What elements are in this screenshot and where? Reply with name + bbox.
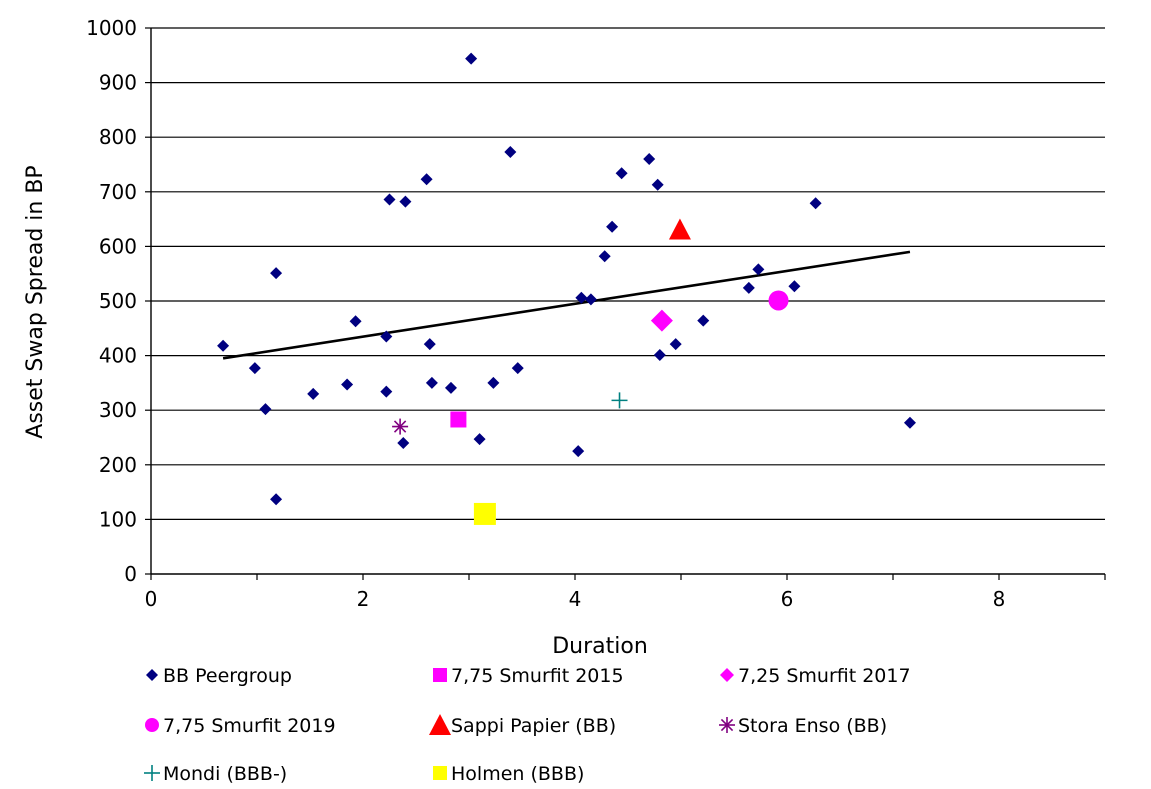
- data-points: [217, 52, 916, 525]
- x-tick-label: 4: [569, 587, 582, 611]
- legend-item: Holmen (BBB): [433, 763, 584, 785]
- legend-label: BB Peergroup: [163, 665, 292, 687]
- data-point-series-0: [270, 267, 283, 280]
- y-tick-label: 900: [99, 71, 137, 95]
- data-point-series-0: [473, 433, 486, 446]
- data-point-series-0: [383, 193, 396, 206]
- data-point-series-0: [380, 385, 393, 398]
- data-point-series-0: [270, 493, 283, 506]
- data-point-series-3: [768, 290, 789, 311]
- data-point-series-0: [809, 197, 822, 210]
- legend-label: Mondi (BBB-): [163, 763, 287, 785]
- legend-marker: [144, 765, 160, 781]
- legend-item: 7,25 Smurfit 2017: [720, 665, 911, 687]
- data-point-series-0: [397, 436, 410, 449]
- data-point-series-0: [217, 339, 230, 352]
- y-tick-label: 300: [99, 398, 137, 422]
- x-tick-label: 2: [357, 587, 370, 611]
- data-point-series-0: [349, 315, 362, 328]
- data-point-series-0: [259, 403, 272, 416]
- data-point-series-0: [341, 378, 354, 391]
- x-tick-label: 0: [145, 587, 158, 611]
- gridlines: [151, 27, 1105, 521]
- data-point-series-0: [444, 381, 457, 394]
- data-point-series-0: [575, 291, 588, 304]
- legend-label: 7,25 Smurfit 2017: [738, 665, 911, 687]
- data-point-series-0: [669, 338, 682, 351]
- data-point-series-0: [511, 362, 524, 375]
- data-point-series-0: [423, 338, 436, 351]
- data-point-series-0: [752, 263, 765, 276]
- y-tick-label: 0: [124, 562, 137, 586]
- legend-item: Stora Enso (BB): [719, 715, 887, 737]
- x-tick-labels: 0 2 4 6 8: [145, 587, 1006, 611]
- axes: [145, 27, 1106, 580]
- y-tick-label: 400: [99, 344, 137, 368]
- data-point-series-0: [606, 220, 619, 233]
- legend-item: 7,75 Smurfit 2019: [145, 715, 336, 737]
- data-point-series-1: [450, 411, 467, 428]
- legend-marker: [720, 668, 734, 682]
- data-point-series-0: [487, 376, 500, 389]
- legend: BB Peergroup 7,75 Smurfit 2015 7,25 Smurfi…: [144, 665, 911, 785]
- data-point-series-0: [643, 153, 656, 166]
- legend-marker: [145, 718, 159, 732]
- data-point-series-7: [473, 502, 496, 525]
- x-tick-label: 6: [781, 587, 794, 611]
- data-point-series-0: [465, 52, 478, 65]
- data-point-series-4: [668, 218, 691, 240]
- data-point-series-0: [742, 281, 755, 294]
- data-point-series-0: [584, 293, 597, 306]
- legend-item: 7,75 Smurfit 2015: [433, 665, 624, 687]
- legend-label: 7,75 Smurfit 2019: [163, 715, 336, 737]
- y-axis-title: Asset Swap Spread in BP: [23, 165, 48, 438]
- legend-item: BB Peergroup: [146, 665, 292, 687]
- legend-marker: [433, 766, 447, 780]
- legend-marker: [429, 714, 451, 735]
- trendline-layer: [222, 250, 911, 360]
- data-point-series-0: [307, 387, 320, 400]
- data-point-series-0: [248, 362, 261, 375]
- legend-label: Stora Enso (BB): [738, 715, 887, 737]
- data-point-series-0: [788, 280, 801, 293]
- data-point-series-0: [572, 445, 585, 458]
- legend-marker: [146, 669, 158, 681]
- data-point-series-0: [420, 173, 433, 186]
- data-point-series-0: [598, 250, 611, 263]
- legend-label: 7,75 Smurfit 2015: [451, 665, 624, 687]
- legend-label: Holmen (BBB): [451, 763, 584, 785]
- y-tick-label: 800: [99, 125, 137, 149]
- data-point-series-2: [650, 309, 673, 332]
- legend-marker: [719, 717, 735, 733]
- y-tick-label: 1000: [86, 16, 137, 40]
- data-point-series-0: [380, 330, 393, 343]
- data-point-series-0: [903, 416, 916, 429]
- y-tick-label: 700: [99, 180, 137, 204]
- y-tick-label: 500: [99, 289, 137, 313]
- data-point-series-0: [615, 167, 628, 180]
- data-point-series-0: [504, 145, 517, 158]
- data-point-series-6: [611, 392, 628, 409]
- data-point-series-0: [425, 376, 438, 389]
- legend-marker: [433, 668, 447, 682]
- legend-item: Mondi (BBB-): [144, 763, 287, 785]
- legend-label: Sappi Papier (BB): [451, 715, 616, 737]
- y-tick-label: 200: [99, 453, 137, 477]
- y-tick-label: 600: [99, 234, 137, 258]
- data-point-series-0: [651, 178, 664, 191]
- legend-item: Sappi Papier (BB): [429, 714, 616, 737]
- y-tick-labels: 0 100 200 300 400 500 600 700 800 900 1000: [86, 16, 137, 586]
- y-tick-label: 100: [99, 507, 137, 531]
- x-axis-title: Duration: [552, 634, 648, 659]
- data-point-series-0: [653, 349, 666, 362]
- data-point-series-5: [392, 418, 409, 435]
- x-tick-label: 8: [993, 587, 1006, 611]
- data-point-series-0: [697, 314, 710, 327]
- trendline: [222, 250, 911, 360]
- data-point-series-0: [399, 195, 412, 208]
